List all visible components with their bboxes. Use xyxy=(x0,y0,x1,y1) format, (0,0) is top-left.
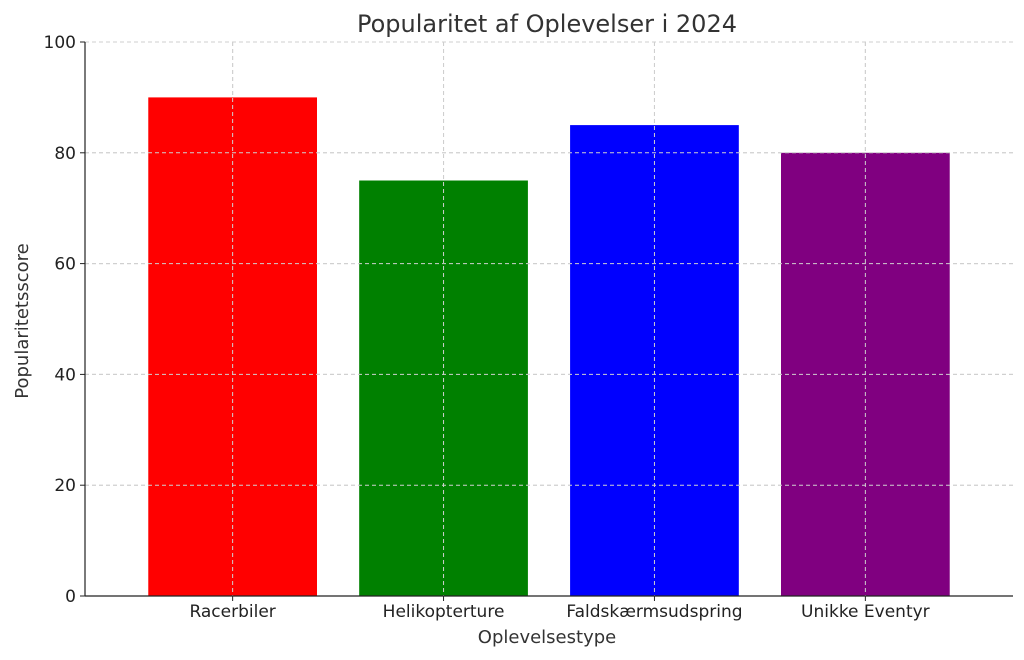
x-tick-label: Helikopterture xyxy=(383,602,505,622)
y-tick-label: 60 xyxy=(54,255,76,275)
ticks-layer: 0 20 40 60 80 100 Racerbiler Helikopterture Fald… xyxy=(44,33,930,622)
chart-title: Popularitet af Oplevelser i 2024 xyxy=(357,10,737,38)
x-axis-label: Oplevelsestype xyxy=(478,627,616,648)
y-axis-label: Popularitetsscore xyxy=(12,243,33,398)
y-tick-label: 80 xyxy=(54,144,76,164)
bars-layer xyxy=(85,41,1013,597)
x-tick-label: Unikke Eventyr xyxy=(801,602,930,622)
x-tick-label: Racerbiler xyxy=(189,602,275,622)
x-tick-label: Faldskærmsudspring xyxy=(566,602,742,622)
y-tick-label: 0 xyxy=(65,587,76,607)
y-tick-label: 20 xyxy=(54,476,76,496)
y-tick-label: 100 xyxy=(44,33,76,53)
y-tick-label: 40 xyxy=(54,365,76,385)
axes-layer xyxy=(84,42,1013,597)
